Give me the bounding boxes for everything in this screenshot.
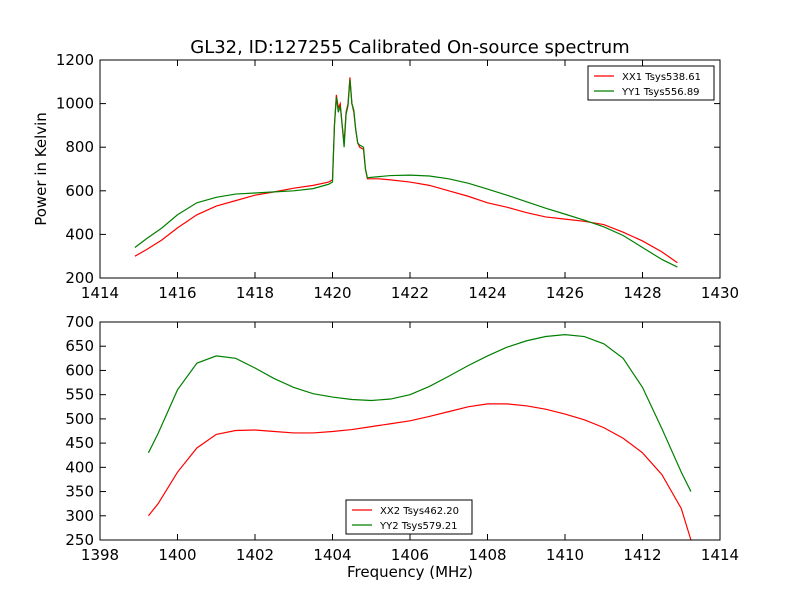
x-tick-label: 1406 [391,546,429,564]
series-line-2-2 [147,333,692,492]
y-tick-label: 1000 [56,95,94,113]
series-line-1-2 [134,79,678,268]
x-tick-label: 1428 [623,284,661,302]
legend-box [345,499,473,535]
x-tick-label: 1418 [236,284,274,302]
series-line-2-1 [147,403,692,540]
x-tick-label: 1416 [158,284,196,302]
series-line-1-1 [134,77,678,264]
x-tick-label: 1398 [81,546,119,564]
y-tick-label: 500 [65,410,94,428]
y-tick-label: 200 [65,269,94,287]
y-tick-label: 1200 [56,51,94,69]
x-tick-label: 1424 [468,284,506,302]
legend: XX2 Tsys462.20 YY2 Tsys579.21 [345,499,473,535]
y-tick-label: 450 [65,434,94,452]
x-tick-label: 1420 [313,284,351,302]
x-tick-label: 1414 [701,546,739,564]
y-tick-label: 650 [65,337,94,355]
legend: XX1 Tsys538.61 YY1 Tsys556.89 [587,65,715,101]
x-tick-label: 1408 [468,546,506,564]
legend-box [587,65,715,101]
y-tick-label: 400 [65,225,94,243]
legend-label: YY2 Tsys579.21 [379,521,458,532]
x-tick-label: 1426 [546,284,584,302]
x-tick-label: 1402 [236,546,274,564]
figure-title: GL32, ID:127255 Calibrated On-source spe… [190,37,629,58]
x-axis-label: Frequency (MHz) [347,563,473,581]
y-tick-label: 600 [65,182,94,200]
y-tick-label: 400 [65,458,94,476]
x-tick-label: 1430 [701,284,739,302]
x-tick-label: 1422 [391,284,429,302]
y-axis-label: Power in Kelvin [32,112,50,226]
x-tick-label: 1412 [623,546,661,564]
x-tick-label: 1400 [158,546,196,564]
x-tick-label: 1410 [546,546,584,564]
x-tick-label: 1414 [81,284,119,302]
plot-1: 1414 1416 1418 1420 1422 1424 1426 1428 1430 200 4… [32,51,739,302]
y-tick-label: 550 [65,386,94,404]
y-tick-label: 600 [65,361,94,379]
x-tick-label: 1404 [313,546,351,564]
legend-label: XX1 Tsys538.61 [622,72,701,83]
y-tick-label: 300 [65,507,94,525]
y-tick-label: 800 [65,138,94,156]
plot-2: 1398 1400 1402 1404 1406 1408 1410 1412 1414 250 3… [65,313,739,581]
legend-label: YY1 Tsys556.89 [621,87,700,98]
legend-label: XX2 Tsys462.20 [380,506,459,517]
y-tick-label: 250 [65,531,94,549]
y-tick-label: 700 [65,313,94,331]
y-tick-label: 350 [65,483,94,501]
